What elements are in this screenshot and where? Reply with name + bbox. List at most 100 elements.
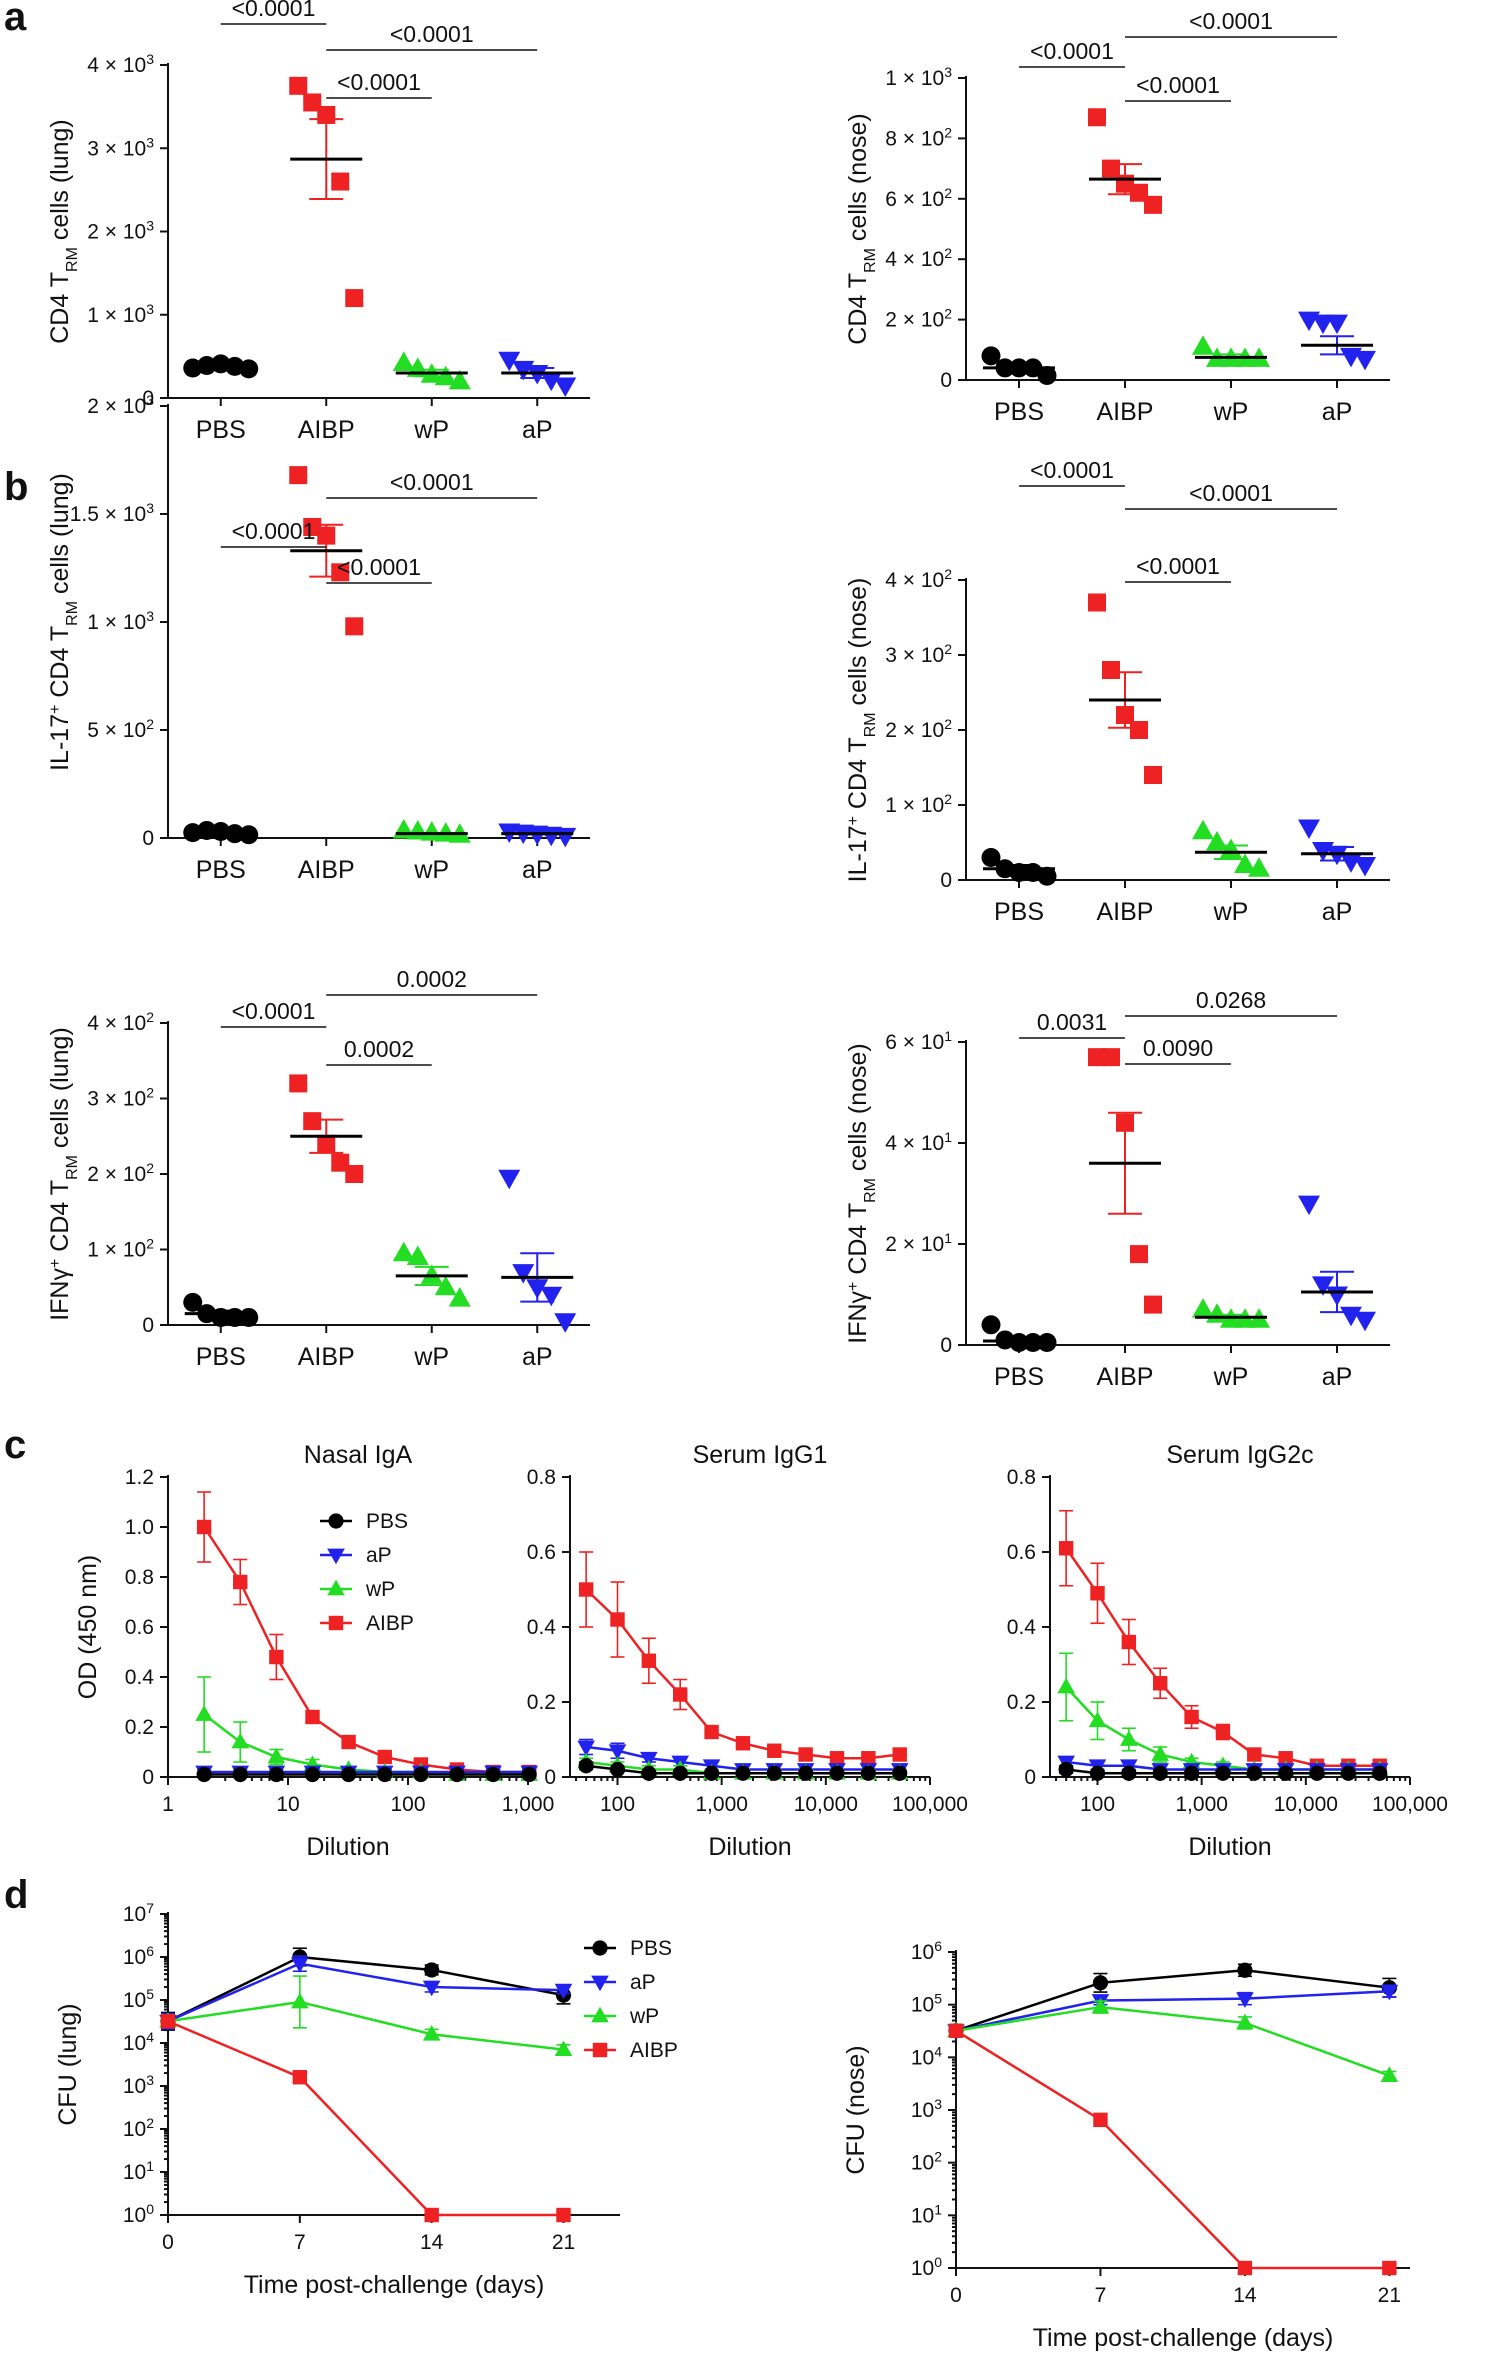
p-value-label: 0.0268 xyxy=(1196,987,1266,1013)
data-point-pbs xyxy=(183,1292,203,1312)
data-point-pbs xyxy=(485,1766,501,1783)
data-point-aibp xyxy=(673,1687,688,1702)
y-tick-label: 0 xyxy=(940,869,952,892)
data-point-aibp xyxy=(892,1747,907,1762)
p-value-label: 0.0031 xyxy=(1037,1009,1107,1035)
data-point-pbs xyxy=(521,1766,537,1783)
data-point-pbs xyxy=(1237,1962,1253,1978)
data-point-pbs xyxy=(197,820,217,840)
data-point-ap xyxy=(577,1740,595,1757)
y-tick-label: 6 × 101 xyxy=(885,1028,952,1054)
data-point-pbs xyxy=(766,1765,782,1781)
y-tick-label: 1.0 xyxy=(125,1516,154,1539)
data-point-aibp xyxy=(1144,1295,1162,1314)
data-point-wp xyxy=(434,365,457,386)
x-tick-label: 1,000 xyxy=(502,1793,555,1816)
data-point-pbs xyxy=(1089,1765,1106,1781)
data-point-aibp xyxy=(1278,1751,1293,1766)
data-point-ap xyxy=(608,1744,627,1760)
y-tick-label: 0.2 xyxy=(1007,1691,1036,1714)
data-point-wp xyxy=(434,1275,457,1296)
data-point-aibp xyxy=(735,1736,751,1751)
x-tick-label: 14 xyxy=(1233,2284,1257,2307)
legend-marker-pbs xyxy=(328,1513,344,1529)
legend-label: AIBP xyxy=(366,1612,414,1635)
y-tick-label: 107 xyxy=(123,1900,154,1926)
chart-b1: 0 5 × 102 1 × 103 1.5 × 103 2 × 103 PBS AIBP wP… xyxy=(46,392,590,884)
y-tick-label: 1 × 103 xyxy=(87,608,154,634)
panel-label-c: c xyxy=(4,1423,26,1467)
data-point-aibp xyxy=(1130,1245,1148,1264)
legend-marker-aibp xyxy=(592,2042,608,2058)
y-tick-label: 0 xyxy=(142,1766,154,1789)
y-tick-label: 4 × 102 xyxy=(885,566,952,592)
data-point-aibp xyxy=(948,2023,964,2038)
data-point-pbs xyxy=(449,1766,465,1783)
data-point-ap xyxy=(1380,1984,1399,2001)
data-point-wp xyxy=(448,369,471,390)
category-label: AIBP xyxy=(298,856,355,884)
y-tick-label: 4 × 101 xyxy=(885,1129,952,1155)
y-tick-label: 106 xyxy=(123,1943,154,1969)
data-point-pbs xyxy=(239,359,259,379)
category-label: PBS xyxy=(196,1343,246,1371)
data-point-pbs xyxy=(829,1765,845,1781)
data-point-ap xyxy=(291,1957,309,1973)
series-line-wp xyxy=(955,2005,1390,2077)
x-tick-label: 1,000 xyxy=(1175,1793,1228,1816)
category-label: aP xyxy=(1322,898,1353,926)
chart-c2: Serum IgG1 0 0.2 0.4 0.6 0.8 100 1,000 10,000 100… xyxy=(527,1441,968,1861)
data-point-ap xyxy=(640,1751,658,1768)
x-tick-label: 100,000 xyxy=(892,1793,968,1816)
data-point-pbs xyxy=(735,1765,751,1781)
data-point-pbs xyxy=(1058,1761,1074,1778)
x-axis-label: Dilution xyxy=(708,1833,791,1861)
y-tick-label: 4 × 102 xyxy=(885,245,952,271)
y-tick-label: 1 × 102 xyxy=(885,791,952,817)
x-tick-label: 14 xyxy=(420,2231,444,2254)
y-tick-label: 102 xyxy=(123,2115,154,2141)
data-point-wp xyxy=(420,1264,443,1284)
p-value-label: <0.0001 xyxy=(390,21,474,47)
p-value-label: <0.0001 xyxy=(390,469,474,495)
data-point-wp xyxy=(267,1747,286,1764)
data-point-ap xyxy=(1312,1276,1334,1296)
data-point-wp xyxy=(1248,857,1270,877)
data-point-ap xyxy=(1326,845,1348,866)
p-value-label: <0.0001 xyxy=(1136,72,1220,98)
data-point-wp xyxy=(1206,831,1228,851)
y-axis-label-text: IL-17+ CD4 TRM cells (nose) xyxy=(844,578,879,883)
data-point-ap xyxy=(512,1264,535,1284)
x-tick-label: 7 xyxy=(1095,2284,1107,2307)
data-point-pbs xyxy=(424,1962,440,1978)
data-point-wp xyxy=(554,2040,573,2057)
data-point-aibp xyxy=(341,1734,356,1750)
y-tick-label: 0.8 xyxy=(1007,1466,1036,1489)
data-point-wp xyxy=(392,351,415,372)
data-point-pbs xyxy=(268,1766,284,1783)
y-axis-label-text: OD (450 nm) xyxy=(74,1555,102,1699)
legend: PBS aP wP AIBP xyxy=(584,1937,678,2062)
y-tick-label: 0.6 xyxy=(125,1616,154,1639)
y-axis-label-text: CD4 TRM cells (lung) xyxy=(46,119,81,344)
category-label: PBS xyxy=(196,416,246,444)
y-axis-label: IL-17+ CD4 TRM cells (nose) xyxy=(844,578,879,883)
data-point-aibp xyxy=(704,1724,719,1740)
data-point-pbs xyxy=(1023,1332,1043,1352)
legend-label: aP xyxy=(630,1971,656,1994)
y-tick-label: 1.5 × 103 xyxy=(70,500,154,526)
data-point-aibp xyxy=(269,1649,284,1665)
data-point-pbs xyxy=(609,1761,626,1778)
data-point-aibp xyxy=(317,105,336,124)
data-point-pbs xyxy=(981,1315,1001,1335)
panel-label-b: b xyxy=(4,465,28,509)
data-point-aibp xyxy=(1237,2260,1253,2276)
category-label: PBS xyxy=(994,1363,1044,1391)
y-tick-label: 1.2 xyxy=(125,1466,154,1489)
data-point-aibp xyxy=(1093,2112,1108,2128)
y-tick-label: 0 xyxy=(142,387,154,410)
data-point-ap xyxy=(540,371,563,392)
category-label: AIBP xyxy=(1097,1363,1154,1391)
data-point-pbs xyxy=(1372,1765,1388,1781)
data-point-wp xyxy=(1192,1298,1214,1318)
